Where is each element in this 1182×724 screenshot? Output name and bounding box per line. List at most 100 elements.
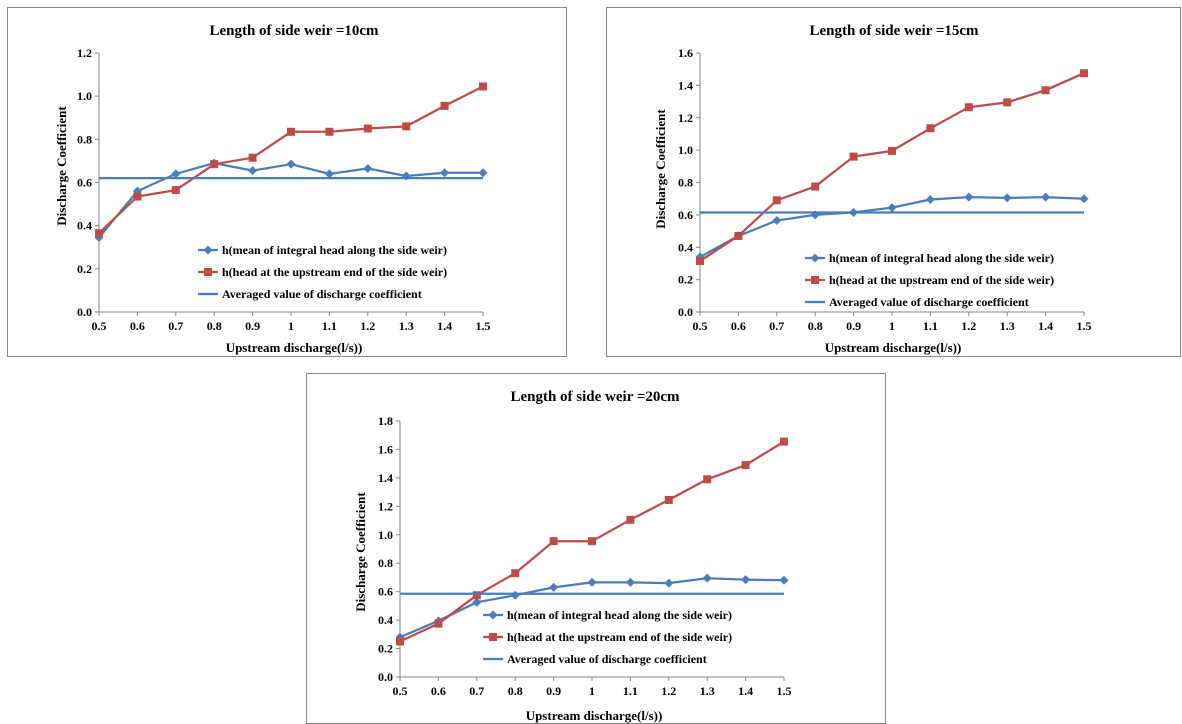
legend-item: Averaged value of discharge coefficient xyxy=(805,295,1029,309)
legend: h(mean of integral head along the side w… xyxy=(483,608,732,666)
legend-item: h(mean of integral head along the side w… xyxy=(483,608,732,622)
y-axis-label: Discharge Coefficient xyxy=(653,109,668,229)
legend-item: Averaged value of discharge coefficient xyxy=(198,287,422,301)
y-tick-label: 0.6 xyxy=(378,585,393,599)
y-tick-label: 0.0 xyxy=(678,305,693,319)
data-point xyxy=(696,257,704,265)
x-tick-label: 0.5 xyxy=(693,319,708,333)
y-tick-label: 0.4 xyxy=(378,613,393,627)
x-tick-label: 0.6 xyxy=(431,684,446,698)
y-tick-label: 0.6 xyxy=(678,208,693,222)
legend-swatch-marker xyxy=(811,254,820,263)
x-tick-label: 1.5 xyxy=(1077,319,1092,333)
chart-title: Length of side weir =20cm xyxy=(510,389,680,405)
y-tick-label: 0.0 xyxy=(378,670,393,684)
y-tick-label: 1.2 xyxy=(378,499,393,513)
chart-svg: Length of side weir =15cm Discharge Coef… xyxy=(607,8,1180,356)
x-tick-label: 0.8 xyxy=(207,319,222,333)
data-point xyxy=(473,591,481,599)
data-point xyxy=(172,186,180,194)
x-tick-label: 0.9 xyxy=(245,319,260,333)
legend-swatch-marker xyxy=(489,611,498,620)
data-point xyxy=(965,103,973,111)
data-point xyxy=(626,578,635,587)
x-tick-label: 0.9 xyxy=(846,319,861,333)
x-tick-label: 1 xyxy=(288,319,294,333)
data-point xyxy=(287,160,296,169)
data-point xyxy=(133,193,141,201)
data-point xyxy=(171,169,180,178)
legend-label: Averaged value of discharge coefficient xyxy=(829,295,1029,309)
data-point xyxy=(210,160,218,168)
y-tick-label: 1.4 xyxy=(378,471,393,485)
x-tick-label: 1.5 xyxy=(777,684,792,698)
data-point xyxy=(964,193,973,202)
plot-area: 0.0 0.2 0.4 0.6 0.8 1.0 1.2 1.4 1.6 0.5 0.6 0.7 0.8 0… xyxy=(678,46,1092,333)
legend-label: h(mean of integral head along the side w… xyxy=(507,608,732,622)
y-tick-label: 1.2 xyxy=(678,111,693,125)
legend-item: h(head at the upstream end of the side w… xyxy=(483,630,732,644)
x-tick-label: 1.3 xyxy=(399,319,414,333)
x-tick-label: 0.9 xyxy=(546,684,561,698)
data-point xyxy=(741,575,750,584)
data-point xyxy=(664,579,673,588)
plot-area: 0.0 0.2 0.4 0.6 0.8 1.0 1.2 0.5 0.6 0.7 0.8 0.9 1 1.1… xyxy=(77,46,491,333)
data-point xyxy=(511,569,519,577)
legend-swatch-marker xyxy=(489,633,497,641)
x-tick-label: 1.3 xyxy=(700,684,715,698)
data-point xyxy=(772,216,781,225)
x-axis-label: Upstream discharge(l/s)) xyxy=(226,340,363,355)
data-point xyxy=(479,168,488,177)
x-tick-label: 1.1 xyxy=(322,319,337,333)
series-2 xyxy=(696,69,1088,265)
legend-item: h(head at the upstream end of the side w… xyxy=(805,273,1054,287)
data-point xyxy=(287,128,295,136)
y-axis-label: Discharge Coefficient xyxy=(353,492,368,612)
legend-label: h(head at the upstream end of the side w… xyxy=(829,273,1054,287)
plot-area: 0.0 0.2 0.4 0.6 0.8 1.0 1.2 1.4 1.6 1.8 0.5 0.6 0.7 0… xyxy=(378,414,792,698)
y-tick-label: 0.4 xyxy=(77,219,92,233)
y-tick-label: 0.6 xyxy=(77,176,92,190)
legend-label: Averaged value of discharge coefficient xyxy=(222,287,422,301)
x-tick-label: 1.3 xyxy=(1000,319,1015,333)
y-tick-label: 0.8 xyxy=(77,132,92,146)
x-tick-label: 1.4 xyxy=(738,684,753,698)
data-point xyxy=(325,169,334,178)
data-point xyxy=(703,574,712,583)
data-point xyxy=(550,537,558,545)
series-line xyxy=(700,73,1084,261)
chart-svg: Length of side weir =10cm Discharge Coef… xyxy=(8,8,566,356)
data-point xyxy=(703,475,711,483)
series-1 xyxy=(95,159,488,242)
data-point xyxy=(434,620,442,628)
data-point xyxy=(926,124,934,132)
x-tick-label: 1.5 xyxy=(476,319,491,333)
chart-svg: Length of side weir =20cm Discharge Coef… xyxy=(307,374,885,723)
x-tick-label: 0.8 xyxy=(808,319,823,333)
legend-swatch-marker xyxy=(811,276,819,284)
x-tick-label: 0.7 xyxy=(469,684,484,698)
chart-length-15cm: Length of side weir =15cm Discharge Coef… xyxy=(606,7,1181,357)
x-tick-label: 0.7 xyxy=(769,319,784,333)
legend-label: h(head at the upstream end of the side w… xyxy=(222,265,447,279)
x-tick-label: 1 xyxy=(589,684,595,698)
data-point xyxy=(888,203,897,212)
data-point xyxy=(1080,69,1088,77)
legend-item: h(head at the upstream end of the side w… xyxy=(198,265,447,279)
legend-item: Averaged value of discharge coefficient xyxy=(483,652,707,666)
x-tick-label: 0.5 xyxy=(92,319,107,333)
x-axis-label: Upstream discharge(l/s)) xyxy=(825,340,962,355)
y-tick-label: 1.8 xyxy=(378,414,393,428)
y-tick-label: 1.6 xyxy=(378,442,393,456)
data-point xyxy=(742,461,750,469)
legend: h(mean of integral head along the side w… xyxy=(805,251,1054,309)
chart-title: Length of side weir =15cm xyxy=(809,23,979,39)
y-tick-label: 0.2 xyxy=(678,273,693,287)
data-point xyxy=(441,102,449,110)
data-point xyxy=(780,576,789,585)
legend-swatch-marker xyxy=(204,268,212,276)
x-tick-label: 1.1 xyxy=(623,684,638,698)
data-point xyxy=(249,154,257,162)
y-tick-label: 0.2 xyxy=(378,642,393,656)
legend-item: h(mean of integral head along the side w… xyxy=(805,251,1054,265)
